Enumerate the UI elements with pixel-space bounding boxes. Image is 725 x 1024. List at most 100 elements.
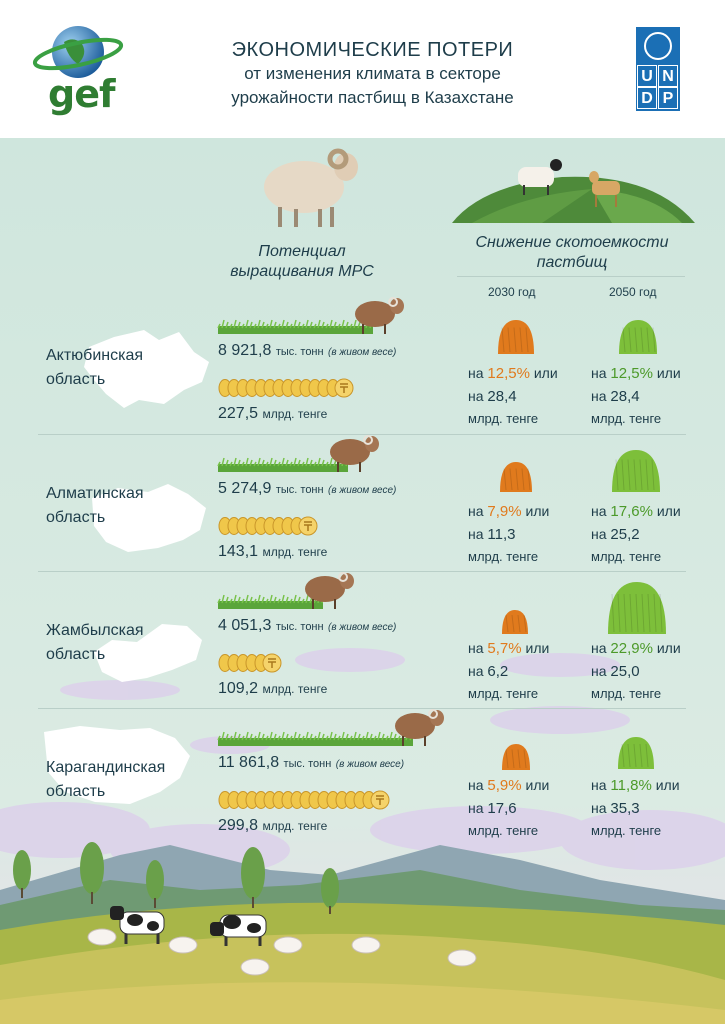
on-word: на [591,365,607,381]
tonnes-value: 8 921,8 тыс. тонн (в живом весе) [218,342,396,360]
grass-bar-icon [217,435,379,472]
money-unit: млрд. тенге [591,549,662,564]
region-map-icon [94,624,202,682]
tonnes-unit: тыс. тонн [275,484,324,496]
sheep-icon [87,928,477,976]
grass-bar-icon [217,572,354,609]
undp-letter: P [658,87,678,109]
haystack-2030-icon [502,744,530,770]
on-word: на [591,526,607,542]
haystack-2030-icon [502,610,528,634]
money-unit: млрд. тенге [591,686,662,701]
region-name-line-2: область [46,371,106,388]
gef-globe-icon [32,26,124,78]
money-value: 109,2 млрд. тенге [218,680,327,698]
page-title: ЭКОНОМИЧЕСКИЕ ПОТЕРИ от изменения климат… [170,38,575,110]
potential-header-line-2: выращивания МРС [230,263,374,280]
tonnes-number: 11 861,8 [218,754,280,771]
brown-sheep-icon [355,297,404,334]
tenge-coin-icon [298,516,318,536]
or-word: или [533,365,558,381]
on-word: на [591,663,607,679]
or-word: или [525,777,550,793]
money-unit: млрд. тенге [591,823,662,838]
pasture-hill-icon [452,159,695,223]
tenge-coin-icon [334,378,354,398]
haystack-2030-icon [500,462,532,492]
header-divider [457,276,685,277]
decline-percent: 12,5% [610,365,653,382]
decline-value: 35,3 [610,800,640,817]
money-unit: млрд. тенге [262,545,328,559]
or-word: или [656,640,681,656]
or-word: или [656,365,681,381]
decline-value: 25,2 [610,526,640,543]
decline-value: 17,6 [487,800,517,817]
money-unit: млрд. тенге [591,411,662,426]
row-divider [38,571,686,572]
cow-icon [110,906,165,944]
or-word: или [525,640,550,656]
title-line-1: ЭКОНОМИЧЕСКИЕ ПОТЕРИ [231,39,514,61]
potential-header-line-1: Потенциал [258,243,346,260]
tonnes-number: 4 051,3 [218,617,272,634]
money-value: 143,1 млрд. тенге [218,543,327,561]
undp-letter: U [637,65,657,87]
tenge-coin-icon [262,653,282,673]
decline-header-line-1: Снижение скотоемкости [475,234,669,251]
undp-logo: U N D P [636,27,680,111]
year-2030-label: 2030 год [488,285,536,299]
on-word: на [468,526,484,542]
tonnes-value: 5 274,9 тыс. тонн (в живом весе) [218,480,396,498]
region-name-line-2: область [46,646,106,663]
or-word: или [655,777,680,793]
live-weight-note: (в живом весе) [328,347,397,358]
undp-letter: N [658,65,678,87]
region-name-line-1: Актюбинская [46,347,144,364]
on-word: на [591,388,607,404]
decline-percent: 5,9% [487,777,522,794]
decline-percent: 22,9% [610,640,653,657]
money-unit: млрд. тенге [468,686,539,701]
tonnes-number: 8 921,8 [218,342,272,359]
on-word: на [468,640,484,656]
live-weight-note: (в живом весе) [328,622,397,633]
region-name: Актюбинская область [46,344,143,392]
haystack-2030-icon [498,320,534,354]
on-word: на [468,663,484,679]
year-2050-label: 2050 год [609,285,657,299]
or-word: или [656,503,681,519]
tonnes-unit: тыс. тонн [275,346,324,358]
title-line-2: от изменения климата в секторе [244,64,501,83]
decline-value: 11,3 [487,526,516,543]
tonnes-number: 5 274,9 [218,480,272,497]
decline-y2030-text: на 7,9% или на 11,3 млрд. тенге [468,500,549,568]
region-map-icon [92,484,206,552]
decline-value: 25,0 [610,663,640,680]
money-value: 299,8 млрд. тенге [218,817,327,835]
coins-bar-icon [218,516,318,536]
on-word: на [468,800,484,816]
money-number: 227,5 [218,405,259,422]
region-name: Алматинская область [46,482,144,530]
tonnes-value: 11 861,8 тыс. тонн (в живом весе) [218,754,404,772]
money-unit: млрд. тенге [262,819,328,833]
decline-value: 6,2 [487,663,509,680]
coins-bar-icon [218,378,354,398]
money-unit: млрд. тенге [262,407,328,421]
potential-column-header: Потенциал выращивания МРС [212,242,392,282]
decline-y2050-text: на 17,6% или на 25,2 млрд. тенге [591,500,681,568]
region-name-line-1: Карагандинская [46,759,166,776]
live-weight-note: (в живом весе) [328,485,397,496]
on-word: на [591,640,607,656]
region-name-line-1: Жамбылская [46,622,144,639]
decline-percent: 5,7% [487,640,522,657]
cloud-icon [0,648,725,876]
tenge-coin-icon [370,790,390,810]
region-name: Карагандинская область [46,756,165,804]
region-name: Жамбылская область [46,619,144,667]
brown-sheep-icon [305,572,354,609]
decline-y2030-text: на 5,9% или на 17,6 млрд. тенге [468,774,549,842]
on-word: на [468,503,484,519]
haystack-2050-icon [608,582,666,634]
